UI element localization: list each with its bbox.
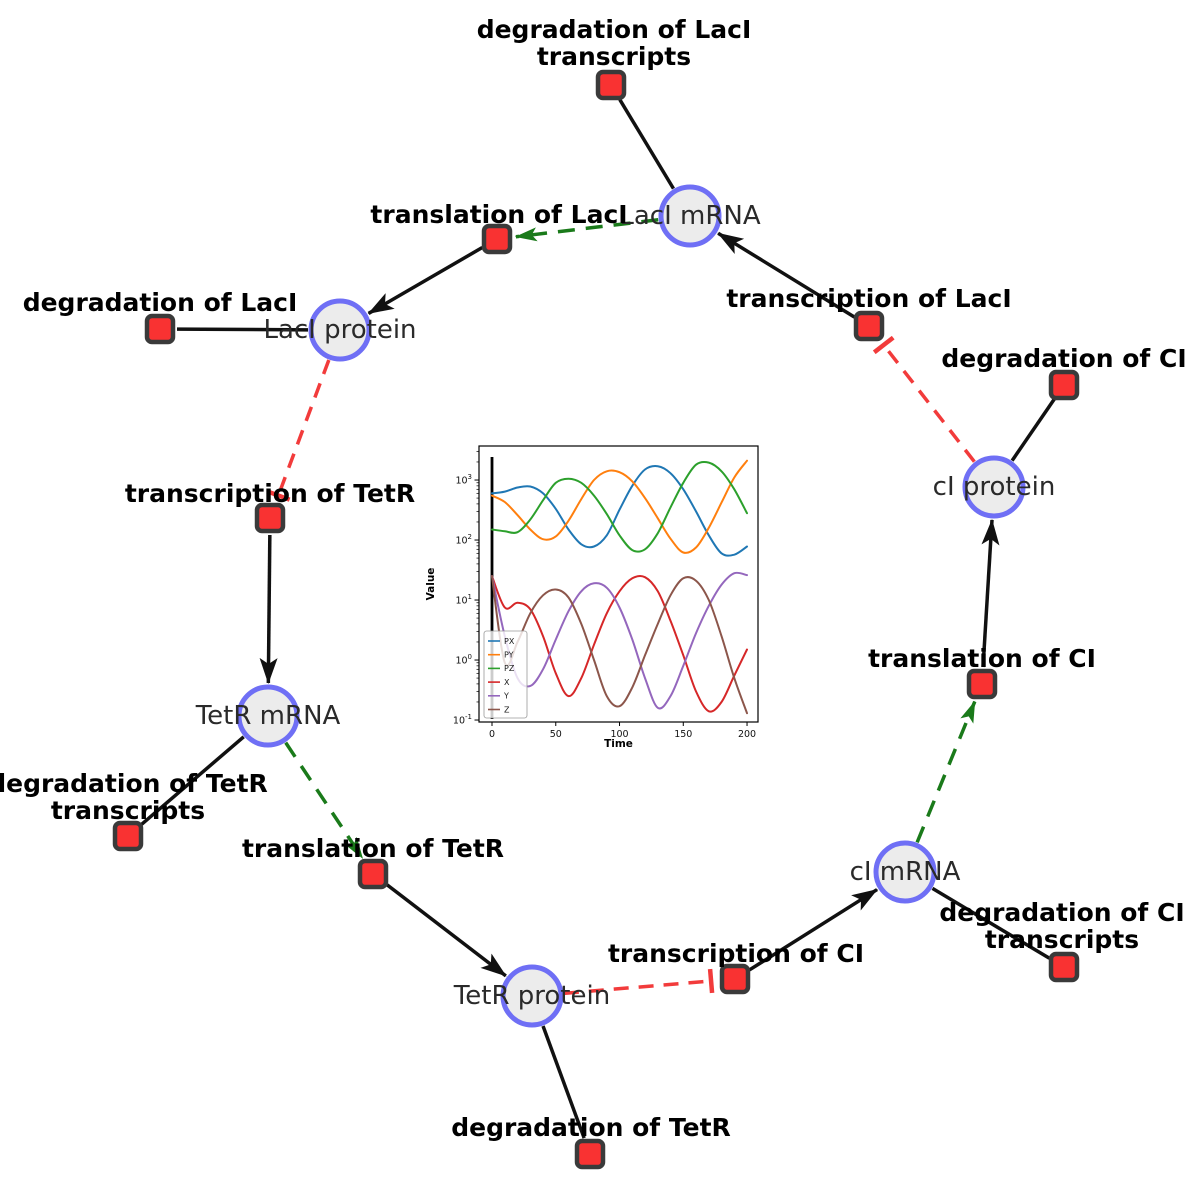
x-tick-label: 200 xyxy=(738,729,756,740)
species-node-tetr_protein xyxy=(500,964,564,1028)
edge-laci_mrna-deg_laci_tx xyxy=(618,98,675,190)
edge-tetr_protein-deg_tetr xyxy=(541,1025,586,1139)
reaction-label-deg_tetr_tx: degradation of TetR transcripts xyxy=(0,769,268,825)
y-tick-label: 102 xyxy=(455,533,472,547)
reaction-label-deg_laci_tx: degradation of LacI transcripts xyxy=(477,15,752,71)
x-tick-label: 150 xyxy=(674,729,692,740)
timeseries-chart: 0 50 100 150 20010-1100101102103TimeValuePXP… xyxy=(425,445,759,750)
timeseries-inset: 0 50 100 150 200 10-1 100 101 102 103 Time Value PX P… xyxy=(420,435,770,760)
reaction-label-tx_laci: transcription of LacI xyxy=(726,284,1011,313)
series-line-X xyxy=(491,575,748,713)
edges-layer xyxy=(139,98,1056,1139)
species-label-ci_mrna: cI mRNA xyxy=(850,857,961,887)
reaction-label-tx_tetr: transcription of TetR xyxy=(125,479,415,508)
edge-transl_ci-ci_protein xyxy=(981,518,1000,668)
species-label-tetr_mrna: TetR mRNA xyxy=(195,701,341,731)
y-tick-label: 103 xyxy=(455,473,472,487)
edge-laci_protein-tx_tetr xyxy=(266,359,331,502)
reaction-node-transl_laci xyxy=(481,223,513,255)
x-tick-label: 50 xyxy=(550,729,562,740)
species-label-ci_protein: cI protein xyxy=(933,472,1056,502)
y-axis-label: Value xyxy=(425,568,437,601)
reaction-label-deg_tetr: degradation of TetR xyxy=(451,1113,731,1142)
edge-transl_laci-laci_protein xyxy=(367,246,484,315)
reaction-label-deg_ci: degradation of CI xyxy=(941,344,1186,373)
species-node-tetr_mrna xyxy=(236,684,300,748)
legend-label-PX: PX xyxy=(504,637,515,646)
reaction-label-transl_ci: translation of CI xyxy=(868,644,1096,673)
legend: PX PY PZ XYZ xyxy=(483,630,528,719)
series-line-Z xyxy=(491,575,748,715)
x-tick-label: 0 xyxy=(489,729,495,740)
edge-transl_tetr-tetr_protein xyxy=(385,882,507,978)
reaction-node-transl_tetr xyxy=(357,858,389,890)
reaction-node-tx_tetr xyxy=(254,502,286,534)
reaction-node-deg_laci_tx xyxy=(595,69,627,101)
series-line-Y xyxy=(491,571,748,710)
edge-tx_tetr-tetr_mrna xyxy=(259,534,278,685)
species-label-laci_protein: LacI protein xyxy=(263,315,416,345)
labels-layer: LacI mRNA LacI protein TetR mRNA TetR prote… xyxy=(0,15,1187,1142)
edge-laci_protein-deg_laci xyxy=(176,327,309,332)
y-tick-label: 10-1 xyxy=(453,713,472,727)
x-tick-label: 100 xyxy=(610,729,628,740)
y-tick-label: 100 xyxy=(455,653,472,667)
series-line-PZ xyxy=(491,460,748,553)
species-label-laci_mrna: LacI mRNA xyxy=(619,201,760,231)
legend-label-PY: PY xyxy=(504,651,514,660)
reaction-label-tx_ci: transcription of CI xyxy=(608,939,864,968)
plot-frame xyxy=(478,445,759,723)
species-node-ci_protein xyxy=(962,455,1026,519)
reaction-label-deg_ci_tx: degradation of CI transcripts xyxy=(939,898,1184,954)
species-node-ci_mrna xyxy=(873,840,937,904)
species-node-laci_protein xyxy=(308,298,372,362)
reaction-node-deg_tetr xyxy=(574,1138,606,1170)
reaction-node-transl_ci xyxy=(966,668,998,700)
reaction-node-deg_laci xyxy=(144,313,176,345)
edge-tetr_mrna-deg_tetr_tx xyxy=(139,735,245,827)
legend-label-PZ: PZ xyxy=(504,664,515,673)
edge-laci_mrna-transl_laci xyxy=(514,218,659,242)
legend-label-X: X xyxy=(504,678,510,687)
edge-tx_ci-ci_mrna xyxy=(748,888,879,972)
x-axis-label: Time xyxy=(604,738,633,750)
reaction-node-deg_tetr_tx xyxy=(112,820,144,852)
reaction-node-deg_ci_tx xyxy=(1048,951,1080,983)
legend-label-Z: Z xyxy=(504,705,510,714)
reaction-node-deg_ci xyxy=(1048,369,1080,401)
edge-tetr_mrna-transl_tetr xyxy=(284,741,364,860)
reaction-node-tx_ci xyxy=(719,963,751,995)
reaction-label-transl_tetr: translation of TetR xyxy=(242,834,504,863)
nodes-layer xyxy=(112,69,1080,1170)
edge-ci_protein-deg_ci xyxy=(1010,398,1056,462)
legend-label-Y: Y xyxy=(503,692,509,701)
edge-tx_laci-laci_mrna xyxy=(717,231,856,319)
reaction-label-transl_laci: translation of LacI xyxy=(370,200,627,229)
reaction-node-tx_laci xyxy=(853,310,885,342)
reaction-label-deg_laci: degradation of LacI xyxy=(23,288,298,317)
species-node-laci_mrna xyxy=(658,184,722,248)
axes-ticks: 0 50 100 150 200 10-1 100 101 102 103 xyxy=(453,451,756,740)
species-label-tetr_protein: TetR protein xyxy=(453,981,610,1011)
edge-ci_mrna-deg_ci_tx xyxy=(931,886,1051,960)
edge-ci_mrna-transl_ci xyxy=(915,700,977,844)
series-line-PY xyxy=(491,459,748,554)
series-line-PX xyxy=(491,464,748,557)
y-tick-label: 101 xyxy=(455,593,472,607)
